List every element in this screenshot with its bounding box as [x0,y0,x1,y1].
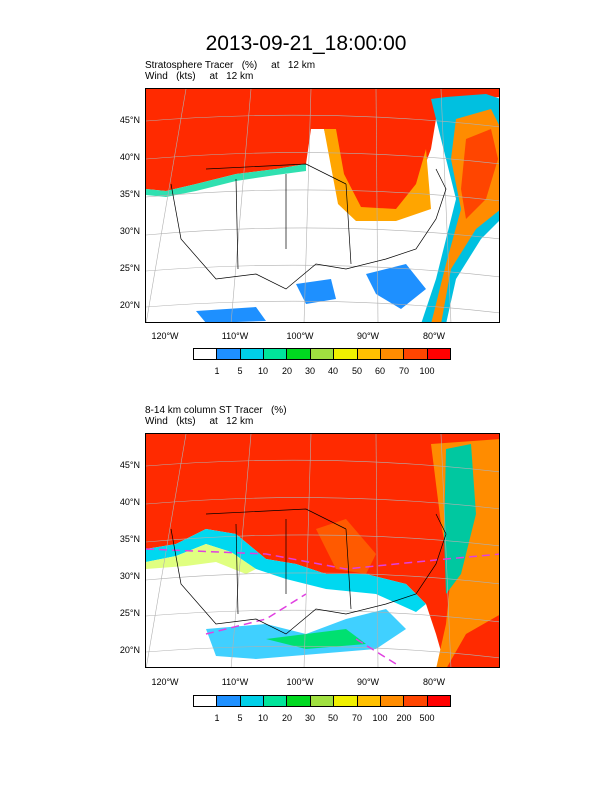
colorbar [193,348,451,360]
colorbar-label: 40 [327,366,338,376]
colorbar-label: 20 [281,366,292,376]
lon-label: 110°W [221,677,249,687]
lon-label: 120°W [151,331,179,341]
colorbar-label: 10 [257,366,268,376]
colorbar-label: 50 [351,366,362,376]
colorbar-swatch [357,696,381,706]
colorbar-swatch [427,349,450,359]
colorbar-swatch [427,696,450,706]
colorbar-label: 50 [327,713,338,723]
colorbar-label: 1 [214,713,220,723]
colorbar-label: 20 [281,713,292,723]
colorbar-swatch [217,696,241,706]
colorbar-swatch [194,349,218,359]
colorbar-swatch [194,696,218,706]
lon-label: 100°W [286,331,314,341]
colorbar-label: 60 [374,366,385,376]
colorbar-label: 1 [214,366,220,376]
colorbar-swatch [404,696,428,706]
colorbar-swatch [380,696,405,706]
panel-title-line2: Wind (kts) at 12 km [145,416,254,427]
colorbar-swatch [334,696,358,706]
colorbar-swatch [310,696,335,706]
colorbar-label: 30 [304,366,315,376]
colorbar-swatch [240,696,265,706]
lat-label: 30°N [119,571,140,581]
colorbar-label: 30 [304,713,315,723]
colorbar-swatch [217,349,241,359]
lon-label: 90°W [356,331,380,341]
lat-label: 25°N [119,263,140,273]
colorbar-label: 200 [396,713,412,723]
lat-label: 40°N [119,497,140,507]
lat-label: 20°N [119,645,140,655]
colorbar-label: 5 [237,366,243,376]
colorbar-swatch [357,349,381,359]
lat-label: 45°N [119,460,140,470]
colorbar-label: 100 [372,713,388,723]
colorbar-label: 100 [419,366,435,376]
colorbar-swatch [287,349,311,359]
colorbar [193,695,451,707]
colorbar-label: 70 [351,713,362,723]
lat-label: 40°N [119,152,140,162]
lon-label: 80°W [422,331,446,341]
lon-label: 90°W [356,677,380,687]
lat-label: 35°N [119,189,140,199]
lat-label: 45°N [119,115,140,125]
lat-label: 25°N [119,608,140,618]
map-stratosphere-tracer [145,88,500,323]
lon-label: 100°W [286,677,314,687]
lon-label: 80°W [422,677,446,687]
page-title: 2013-09-21_18:00:00 [205,32,407,55]
lat-label: 30°N [119,226,140,236]
panel-title-line1: 8-14 km column ST Tracer (%) [145,405,287,416]
colorbar-swatch [240,349,265,359]
colorbar-swatch [404,349,428,359]
lat-label: 35°N [119,534,140,544]
colorbar-swatch [334,349,358,359]
colorbar-swatch [264,349,288,359]
colorbar-swatch [380,349,405,359]
lat-label: 20°N [119,300,140,310]
lon-label: 120°W [151,677,179,687]
colorbar-label: 10 [257,713,268,723]
colorbar-label: 5 [237,713,243,723]
colorbar-swatch [310,349,335,359]
lon-label: 110°W [221,331,249,341]
colorbar-label: 500 [419,713,435,723]
map-column-st-tracer [145,433,500,668]
colorbar-label: 70 [398,366,409,376]
colorbar-swatch [287,696,311,706]
colorbar-swatch [264,696,288,706]
panel-title-line1: Stratosphere Tracer (%) at 12 km [145,60,316,71]
panel-title-line2: Wind (kts) at 12 km [145,71,254,82]
